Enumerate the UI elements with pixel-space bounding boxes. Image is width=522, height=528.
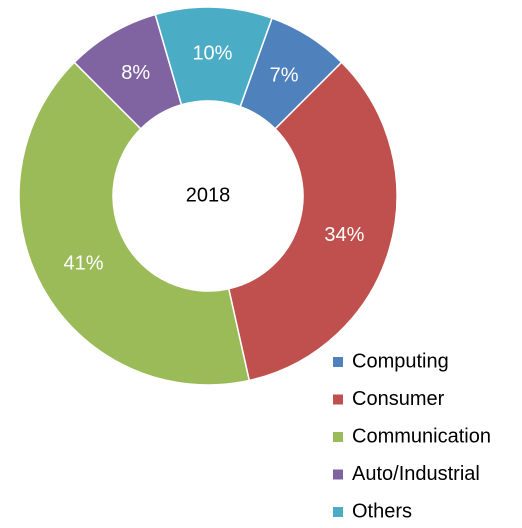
legend-label: Auto/Industrial — [352, 463, 480, 485]
legend-label: Consumer — [352, 388, 445, 410]
legend-swatch — [333, 507, 343, 517]
value-label: 34% — [324, 224, 364, 246]
value-label: 10% — [192, 42, 232, 64]
value-label: 7% — [270, 64, 299, 86]
value-label: 8% — [121, 62, 150, 84]
slice — [227, 61, 398, 382]
legend-swatch — [333, 469, 343, 480]
slice — [154, 6, 273, 108]
slice — [18, 61, 251, 386]
legend-swatch — [333, 357, 343, 367]
legend-label: Communication — [352, 425, 491, 447]
legend-swatch — [333, 394, 343, 405]
legend-swatch — [333, 432, 343, 442]
legend-label: Computing — [352, 350, 449, 372]
value-label: 41% — [64, 253, 104, 275]
legend-label: Others — [352, 500, 412, 522]
center-label: 2018 — [186, 184, 231, 206]
